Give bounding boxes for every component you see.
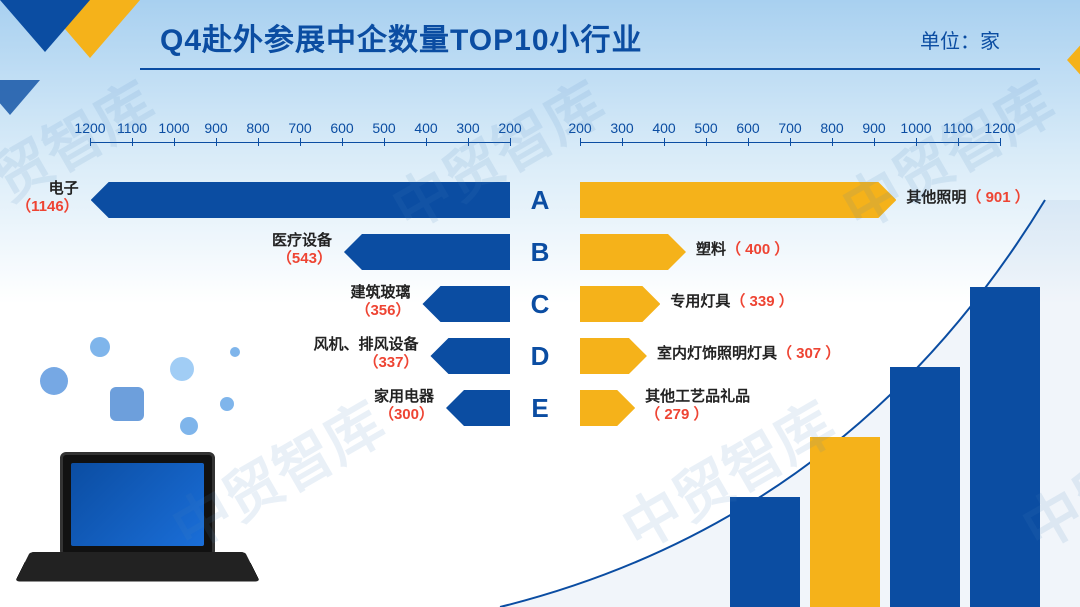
laptop-illustration <box>0 397 240 597</box>
decor-bar <box>810 437 880 607</box>
decor-bar <box>970 287 1040 607</box>
decor-bar <box>890 367 960 607</box>
decor-bar <box>730 497 800 607</box>
